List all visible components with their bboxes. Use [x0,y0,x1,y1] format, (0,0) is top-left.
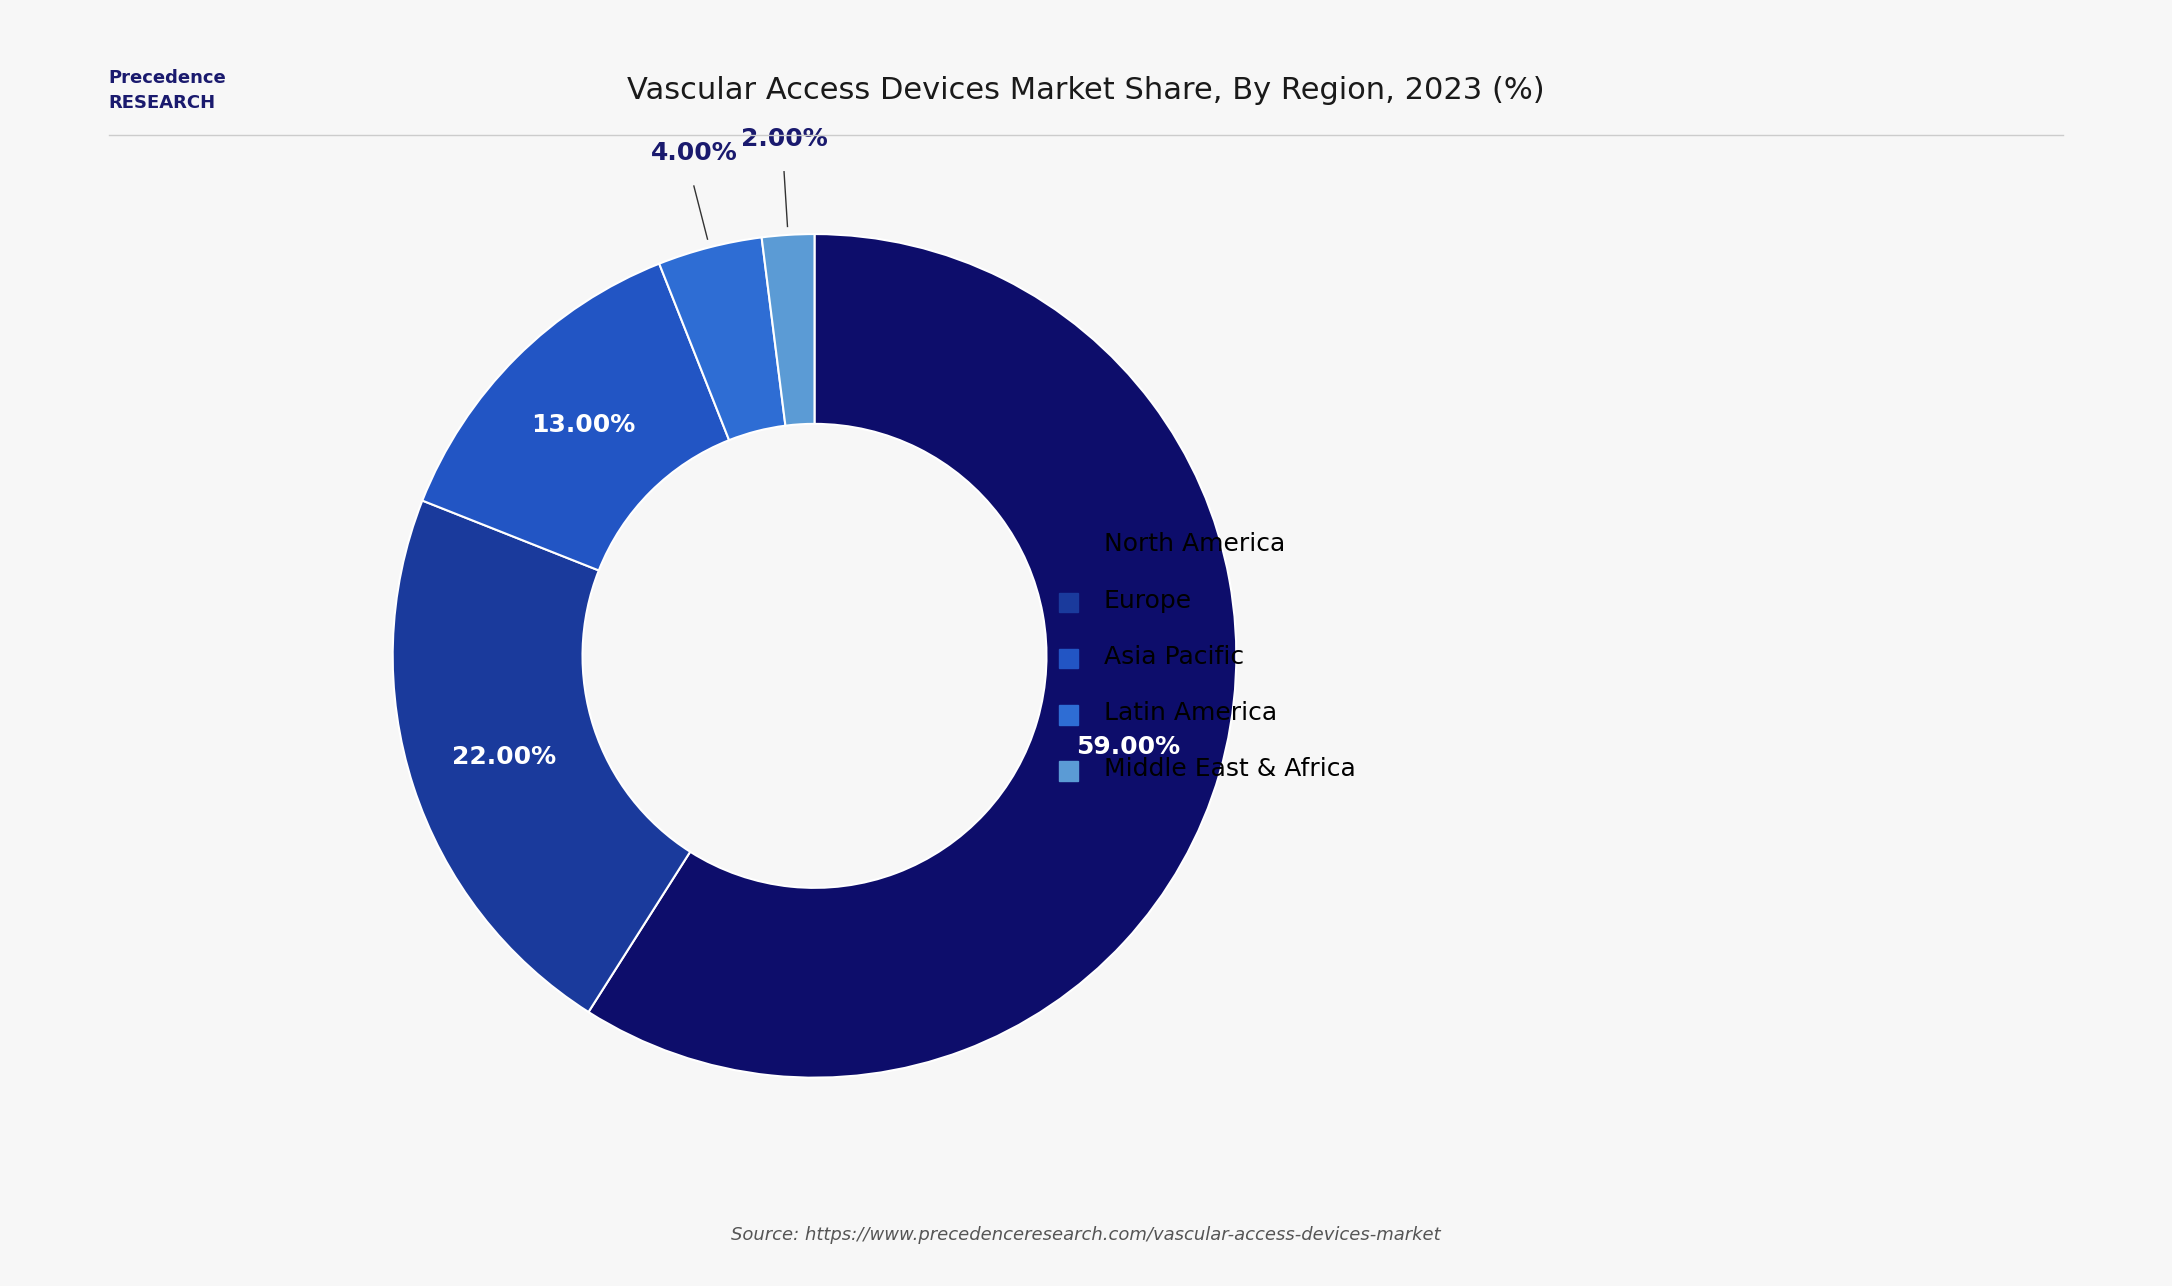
Text: 4.00%: 4.00% [649,141,736,165]
Text: Source: https://www.precedenceresearch.com/vascular-access-devices-market: Source: https://www.precedenceresearch.c… [732,1226,1440,1244]
Wedge shape [589,234,1236,1078]
Text: 22.00%: 22.00% [452,745,556,769]
Legend: North America, Europe, Asia Pacific, Latin America, Middle East & Africa: North America, Europe, Asia Pacific, Lat… [1060,530,1355,782]
Text: 13.00%: 13.00% [532,413,636,437]
Text: 2.00%: 2.00% [741,126,828,150]
Wedge shape [660,238,786,440]
Wedge shape [762,234,814,426]
Wedge shape [421,264,730,571]
Wedge shape [393,500,691,1012]
Text: Vascular Access Devices Market Share, By Region, 2023 (%): Vascular Access Devices Market Share, By… [628,76,1544,104]
Text: 59.00%: 59.00% [1077,736,1182,759]
Text: Precedence
RESEARCH: Precedence RESEARCH [109,68,226,112]
